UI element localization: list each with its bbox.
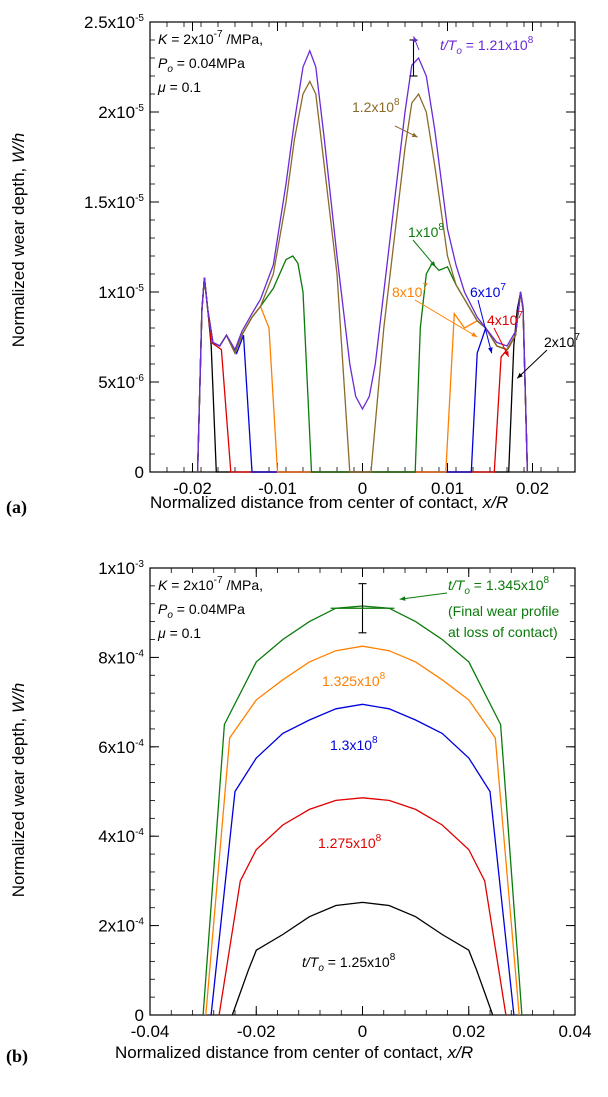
- panel-b-series-line: [218, 797, 507, 1016]
- panel-b-curve-label: 1.3x108​: [330, 735, 378, 753]
- panel-a-annotation-line: Po = 0.04MPa: [158, 55, 245, 75]
- panel-a-xtick-label: 0.02: [516, 479, 549, 498]
- panel-b-curve-label: t/To​ = 1.345x108​: [448, 575, 549, 597]
- panel-b-curve-label: 1.325x108​: [322, 671, 386, 689]
- panel-a-curve-label: 1x108​: [408, 222, 444, 240]
- panel-a-series-line: [196, 277, 529, 473]
- panel-b-annotation-line: Po = 0.04MPa: [158, 601, 245, 621]
- panel-a-ytick-label: 2x10-5​: [98, 103, 144, 122]
- panel-a-xtick-label: 0: [358, 479, 367, 498]
- panel-a-ytick-label: 1.5x10-5​: [84, 193, 144, 212]
- panel-b-series-line: [205, 645, 520, 1016]
- panel-a-curve-label: 8x107​: [392, 282, 428, 300]
- panel-b-xtick-label: -0.04: [131, 1022, 170, 1041]
- panel-a-curve-label: 6x107​: [470, 282, 506, 300]
- panel-a-xtick-label: -0.02: [173, 479, 212, 498]
- panel-a-series-line: [196, 49, 529, 473]
- panel-a-label-arrow: [412, 239, 436, 268]
- panel-b-ytick-label: 6x10-4​: [98, 738, 144, 757]
- panel-a-panel-label: (a): [6, 497, 27, 518]
- panel-a-annotation-line: μ = 0.1: [157, 79, 201, 95]
- panel-a-ytick-label: 2.5x10-5​: [84, 13, 144, 32]
- panel-a-label-arrowhead: [411, 132, 418, 138]
- panel-a-ytick-label: 1x10-5​: [98, 283, 144, 302]
- panel-b-x-axis-label: Normalized distance from center of conta…: [115, 1043, 473, 1062]
- panel-b-annotation-line: μ = 0.1: [157, 625, 201, 641]
- panel-a-label-arrow: [516, 349, 548, 379]
- panel-a-x-axis-label: Normalized distance from center of conta…: [150, 493, 508, 512]
- panel-a-label-arrowhead: [471, 332, 478, 337]
- panel-a-label-arrowhead: [413, 36, 418, 43]
- panel-a-label-arrow: [414, 299, 478, 338]
- panel-a-series-line: [196, 79, 529, 473]
- panel-a-xtick-label: -0.01: [258, 479, 297, 498]
- panel-a-label-arrow: [477, 299, 493, 354]
- panel-a-annotation-line: K = 2x10-7​ /MPa,: [158, 29, 263, 47]
- panel-b-label-arrow: [399, 592, 448, 600]
- panel-a-label-arrowhead: [430, 261, 436, 267]
- panel-b-y-axis-label: Normalized wear depth, W/h: [9, 683, 28, 898]
- panel-b-ytick-label: 2x10-4​: [98, 917, 144, 936]
- panel-b-curve-label: at loss of contact): [448, 624, 558, 640]
- panel-a-label-arrowhead: [504, 350, 509, 357]
- panel-b-annotation-line: K = 2x10-7​ /MPa,: [158, 575, 263, 593]
- panel-a-label-arrowhead: [488, 347, 493, 354]
- panel-b-ytick-label: 4x10-4​: [98, 827, 144, 846]
- panel-b-curve-label: 1.275x108​: [318, 833, 382, 851]
- panel-a-label-arrowhead: [517, 372, 523, 379]
- panel-a-ytick-label: 5x10-6​: [98, 373, 144, 392]
- panel-b-ytick-label: 0: [135, 1006, 144, 1025]
- panel-a-curve-label: 1.2x108​: [352, 97, 400, 115]
- panel-a-y-axis-label: Normalized wear depth, W/h: [9, 133, 28, 348]
- panel-b-curve-label: t/To​ = 1.25x108​: [302, 952, 396, 974]
- panel-b-series-line: [231, 901, 494, 1016]
- panel-a-series-line: [196, 277, 529, 473]
- panel-b-series-line: [210, 703, 515, 1016]
- panel-b-ytick-label: 8x10-4​: [98, 648, 144, 667]
- panel-a-series-line: [196, 277, 529, 473]
- panel-b-panel-label: (b): [6, 1046, 28, 1067]
- panel-a-curve-label: 4x107​: [487, 310, 523, 328]
- panel-b-xtick-label: 0.04: [558, 1022, 591, 1041]
- panel-a-xtick-label: 0.01: [431, 479, 464, 498]
- panel-b-xtick-label: -0.02: [237, 1022, 276, 1041]
- panel-a-curve-label: 2x107​: [544, 332, 580, 350]
- panel-b-ytick-label: 1x10-3​: [98, 559, 144, 578]
- panel-a-curve-label: t/To​ = 1.21x108​: [440, 35, 534, 57]
- panel-b-xtick-label: 0.02: [452, 1022, 485, 1041]
- panel-b-label-arrowhead: [399, 596, 406, 601]
- panel-a-ytick-label: 0: [135, 463, 144, 482]
- panel-b-xtick-label: 0: [358, 1022, 367, 1041]
- panel-a-series-line: [196, 277, 529, 473]
- panel-b-curve-label: (Final wear profile: [448, 603, 559, 619]
